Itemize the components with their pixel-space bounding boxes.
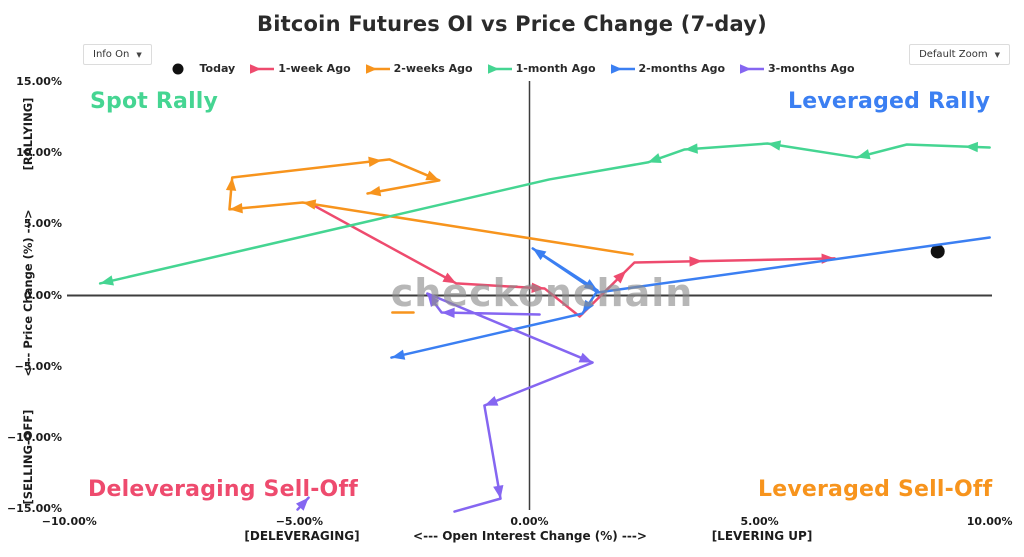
legend-arrow-icon xyxy=(610,63,635,74)
trajectory-arrowhead xyxy=(427,293,440,308)
legend-arrow-icon xyxy=(250,63,275,74)
info-dropdown-label: Info On xyxy=(93,49,130,60)
x-tick-label: 5.00% xyxy=(740,515,779,528)
trajectory-arrowhead xyxy=(532,248,547,261)
y-tick-label: −5.00% xyxy=(14,359,62,373)
legend-item-label: 1-month Ago xyxy=(515,62,596,75)
chevron-down-icon: ▼ xyxy=(136,50,142,59)
x-axis-label-levering-up: [LEVERING UP] xyxy=(711,529,813,543)
legend-item-label: Today xyxy=(199,62,236,75)
trajectory-arrowhead xyxy=(368,156,382,167)
trajectory-line xyxy=(390,236,991,359)
trajectory-line xyxy=(426,292,594,513)
legend-item-today[interactable]: Today xyxy=(170,62,236,75)
y-tick-label: 5.00% xyxy=(23,217,62,231)
chart-legend: Today 1-week Ago 2-weeks Ago 1-month Ago 2-m… xyxy=(0,62,1024,75)
legend-arrow-icon xyxy=(365,63,390,74)
series-3-months-ago xyxy=(295,292,594,513)
trajectory-arrowhead xyxy=(391,349,406,360)
quadrant-label-leveraged-selloff: Leveraged Sell-Off xyxy=(758,477,993,502)
page-title: Bitcoin Futures OI vs Price Change (7-da… xyxy=(257,12,767,36)
trajectory-line xyxy=(308,202,836,318)
series-2-months-ago xyxy=(390,236,991,360)
legend-item-label: 2-months Ago xyxy=(638,62,726,75)
x-tick-label: −5.00% xyxy=(275,515,324,528)
zoom-dropdown[interactable]: Default Zoom ▼ xyxy=(909,44,1010,65)
trajectory-arrowhead xyxy=(583,279,598,291)
trajectory-arrowhead xyxy=(484,395,499,406)
trajectory-arrowhead xyxy=(964,141,979,153)
y-tick-label: 10.00% xyxy=(16,146,62,160)
trajectory-arrowhead xyxy=(441,307,455,319)
zoom-dropdown-label: Default Zoom xyxy=(919,49,988,60)
chevron-down-icon: ▼ xyxy=(994,50,1000,59)
trajectory-line xyxy=(98,142,991,285)
y-tick-label: 0.00% xyxy=(23,288,62,302)
today-marker xyxy=(930,244,945,259)
x-tick-label: 0.00% xyxy=(510,515,549,528)
trajectory-arrowhead xyxy=(767,140,782,151)
trajectory-arrowhead xyxy=(578,352,593,363)
legend-item-2-months-ago[interactable]: 2-months Ago xyxy=(609,62,725,75)
trajectory-arrowhead xyxy=(684,143,698,154)
legend-item-label: 1-week Ago xyxy=(278,62,351,75)
quadrant-label-spot-rally: Spot Rally xyxy=(90,89,219,114)
series-2-weeks-ago xyxy=(225,156,634,314)
trajectory-arrowhead xyxy=(367,186,382,197)
legend-arrow-icon xyxy=(487,63,512,74)
y-tick-label: −10.00% xyxy=(6,430,62,444)
legend-item-1-week-ago[interactable]: 1-week Ago xyxy=(248,62,351,75)
trajectory-arrowhead xyxy=(425,170,440,181)
trajectory-arrowhead xyxy=(229,203,243,214)
y-tick-label: −15.00% xyxy=(6,501,62,515)
trajectory-arrowhead xyxy=(225,177,237,191)
trajectory-arrowhead xyxy=(100,275,114,286)
trajectory-arrowhead xyxy=(295,497,309,511)
y-tick-label: 15.00% xyxy=(16,75,62,89)
quadrant-label-deleveraging-selloff: Deleveraging Sell-Off xyxy=(88,477,358,502)
series-today xyxy=(930,244,945,259)
info-dropdown[interactable]: Info On ▼ xyxy=(83,44,152,65)
watermark: checkonchain xyxy=(390,271,694,315)
legend-item-3-months-ago[interactable]: 3-months Ago xyxy=(738,62,855,75)
trajectory-arrowhead xyxy=(582,299,594,314)
legend-item-label: 3-months Ago xyxy=(768,62,855,75)
trajectory-arrowhead xyxy=(856,149,871,160)
legend-dot-icon xyxy=(172,63,183,74)
legend-arrow-icon xyxy=(740,63,765,74)
trajectory-arrowhead xyxy=(531,282,545,293)
x-axis-label-deleveraging: [DELEVERAGING] xyxy=(244,529,360,543)
x-tick-label: −10.00% xyxy=(41,515,97,528)
legend-item-label: 2-weeks Ago xyxy=(393,62,473,75)
x-tick-label: 10.00% xyxy=(966,515,1013,528)
legend-item-1-month-ago[interactable]: 1-month Ago xyxy=(486,62,596,75)
trajectory-arrowhead xyxy=(302,199,317,210)
quadrant-label-leveraged-rally: Leveraged Rally xyxy=(788,89,991,114)
trajectory-arrowhead xyxy=(442,272,457,284)
x-axis-title: <--- Open Interest Change (%) ---> xyxy=(413,529,647,543)
trajectory-arrowhead xyxy=(613,270,627,284)
trajectory-arrowhead xyxy=(689,256,703,267)
series-1-month-ago xyxy=(98,140,991,286)
trajectory-arrowhead xyxy=(493,484,504,499)
legend-item-2-weeks-ago[interactable]: 2-weeks Ago xyxy=(364,62,473,75)
trajectory-arrowhead xyxy=(647,153,662,163)
